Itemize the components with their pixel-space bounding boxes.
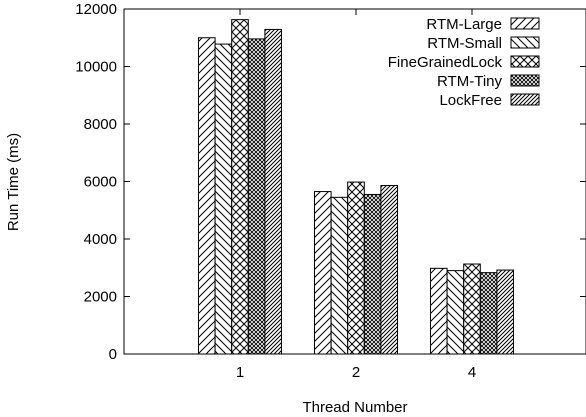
- x-tick-label: 1: [236, 364, 244, 381]
- bar-rtm-small-4: [446, 270, 465, 355]
- legend-label: RTM-Tiny: [437, 73, 502, 90]
- bar-rtm-small-2: [330, 196, 349, 355]
- legend-swatch: [510, 93, 540, 106]
- bar-rtm-tiny-2: [363, 193, 382, 355]
- legend-swatch: [510, 74, 540, 87]
- y-tick-label: 10000: [75, 59, 117, 76]
- y-tick-label: 0: [109, 346, 117, 363]
- x-tick-label: 4: [468, 364, 476, 381]
- bar-rtm-small-1: [214, 43, 233, 355]
- legend-label: FineGrainedLock: [388, 54, 503, 71]
- legend-label: RTM-Large: [426, 16, 502, 33]
- y-tick-label: 6000: [84, 174, 117, 191]
- y-tick-label: 4000: [84, 231, 117, 248]
- x-tick-label: 2: [352, 364, 360, 381]
- bar-finegrainedlock-4: [463, 263, 481, 355]
- x-axis-label: Thread Number: [302, 399, 407, 416]
- bar-finegrainedlock-1: [231, 19, 249, 355]
- bar-finegrainedlock-2: [347, 181, 365, 355]
- bar-lockfree-1: [264, 28, 282, 355]
- y-axis: 0 2000 4000 6000 8000 10000 12000: [75, 1, 586, 363]
- legend: RTM-Large RTM-Small FineGrainedLock RTM-Tin…: [388, 16, 540, 109]
- y-tick-label: 8000: [84, 116, 117, 133]
- bar-rtm-tiny-1: [247, 38, 266, 355]
- y-tick-label: 12000: [75, 1, 117, 18]
- bar-rtm-large-1: [198, 37, 216, 355]
- legend-swatch: [510, 55, 540, 68]
- bar-rtm-tiny-4: [479, 272, 498, 355]
- bar-rtm-large-4: [430, 267, 448, 355]
- legend-label: LockFree: [439, 92, 502, 109]
- y-tick-label: 2000: [84, 289, 117, 306]
- bars-group: [198, 19, 514, 355]
- legend-label: RTM-Small: [427, 35, 502, 52]
- bar-lockfree-2: [380, 185, 398, 355]
- y-axis-label: Run Time (ms): [5, 133, 22, 231]
- bar-rtm-large-2: [314, 191, 332, 355]
- bar-lockfree-4: [496, 269, 514, 355]
- legend-swatch: [510, 17, 540, 30]
- legend-swatch: [510, 36, 540, 49]
